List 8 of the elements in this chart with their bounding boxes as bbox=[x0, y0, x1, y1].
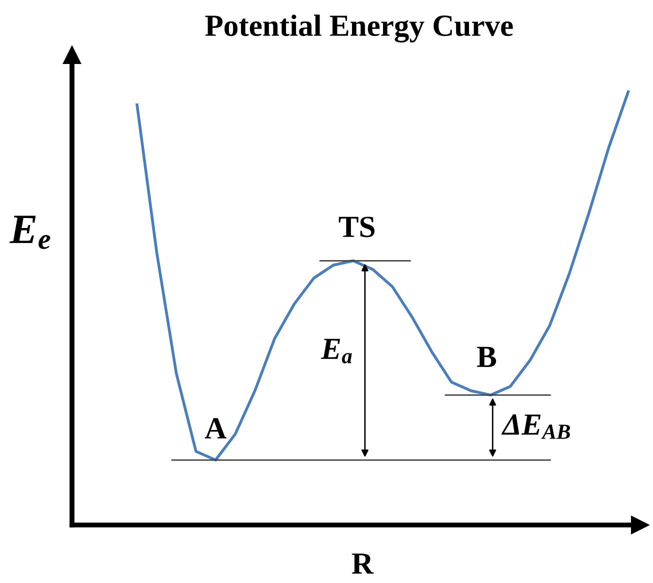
y-axis-title: E$_{e}$ bbox=[9, 216, 50, 250]
chart-title: Potential Energy Curve bbox=[205, 14, 513, 43]
annotation: B bbox=[477, 346, 496, 367]
x-axis-title: R bbox=[352, 554, 374, 574]
annotation: E$_{a}$ bbox=[320, 338, 352, 364]
annotation: A bbox=[204, 418, 226, 438]
annotation: ΔE$_{AB}$ bbox=[501, 414, 570, 439]
annotation: TS bbox=[338, 216, 374, 238]
